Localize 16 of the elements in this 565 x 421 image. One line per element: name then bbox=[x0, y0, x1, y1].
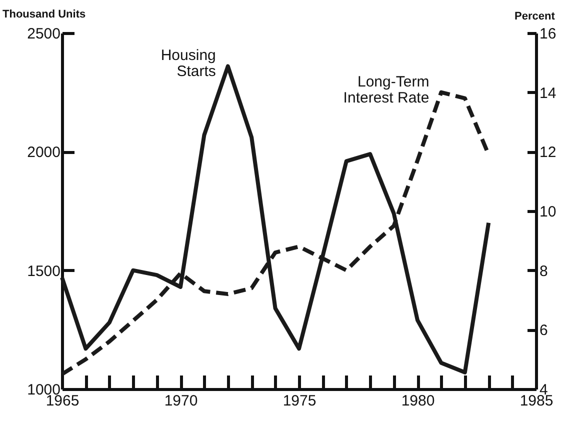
y2-tick-label: 8 bbox=[540, 262, 548, 280]
y2-tick-label: 14 bbox=[540, 84, 556, 102]
y2-tick-label: 12 bbox=[540, 144, 556, 162]
x-tick-label: 1970 bbox=[164, 392, 198, 410]
y-tick-label: 1500 bbox=[27, 262, 60, 280]
series-label: Housing Starts bbox=[160, 47, 216, 80]
y2-axis-title: Percent bbox=[514, 10, 556, 22]
y-axis-title: Thousand Units bbox=[2, 8, 86, 20]
y2-tick-label: 16 bbox=[540, 26, 556, 42]
y2-tick-label: 6 bbox=[540, 322, 548, 340]
series-label: Long-Term Interest Rate bbox=[343, 73, 430, 106]
x-tick-label: 1980 bbox=[401, 392, 435, 410]
x-tick-label: 1975 bbox=[282, 392, 316, 410]
y2-tick-label: 10 bbox=[540, 204, 556, 220]
y-tick-label: 2000 bbox=[27, 144, 60, 162]
y-tick-label: 2500 bbox=[27, 26, 60, 42]
